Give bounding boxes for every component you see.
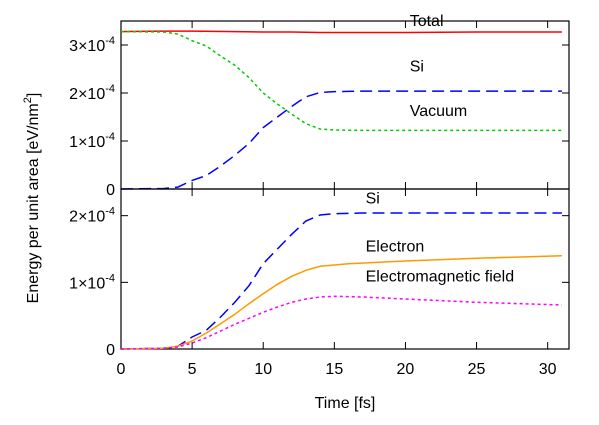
bottom-y-tick-mantissa: 0 <box>106 342 115 359</box>
bottom-annotation-si: Si <box>366 191 380 208</box>
y-axis-label-sup: 2 <box>22 97 34 103</box>
bottom-y-tick-exponent: -4 <box>105 272 115 284</box>
top-y-tick-mantissa: 1×10 <box>69 134 105 151</box>
bottom-plot-frame <box>120 188 570 350</box>
top-y-tick-label: 2×10-4 <box>69 83 115 103</box>
bottom-annotation-electromagnetic-field: Electromagnetic field <box>366 269 515 286</box>
x-axis: 0 5 10 15 20 25 30 <box>117 361 557 378</box>
y-axis-label: Energy per unit area [eV/nm2] <box>22 93 42 304</box>
bottom-series-electromagnetic-field <box>120 295 562 350</box>
top-y-tick-exponent: -4 <box>105 83 115 95</box>
x-tick-label: 0 <box>117 361 126 378</box>
top-y-tick-exponent: -4 <box>105 35 115 47</box>
bottom-y-tick-mantissa: 2×10 <box>69 209 105 226</box>
top-y-tick-exponent: -4 <box>105 131 115 143</box>
x-tick-label: 25 <box>468 361 486 378</box>
y-axis-label-text: Energy per unit area [eV/nm <box>25 103 42 303</box>
top-plot-frame <box>120 20 570 190</box>
x-tick-label: 15 <box>325 361 343 378</box>
top-series-si <box>120 90 562 190</box>
top-y-tick-mantissa: 0 <box>106 182 115 199</box>
x-tick-label: 30 <box>539 361 557 378</box>
top-annotation-vacuum: Vacuum <box>410 103 468 120</box>
top-y-tick-mantissa: 3×10 <box>69 38 105 55</box>
top-y-tick-label: 0 <box>106 182 115 199</box>
y-axis-label-close: ] <box>25 93 42 97</box>
top-y-tick-mantissa: 2×10 <box>69 86 105 103</box>
bottom-y-tick-exponent: -4 <box>105 206 115 218</box>
bottom-annotation-electron: Electron <box>366 239 425 256</box>
x-axis-label: Time [fs] <box>315 395 376 412</box>
bottom-y-tick-label: 0 <box>106 342 115 359</box>
bottom-y-tick-mantissa: 1×10 <box>69 275 105 292</box>
bottom-y-tick-label: 1×10-4 <box>69 272 115 292</box>
x-tick-label: 20 <box>397 361 415 378</box>
x-tick-label: 10 <box>254 361 272 378</box>
bottom-y-tick-label: 2×10-4 <box>69 206 115 226</box>
top-series-total <box>120 30 562 34</box>
top-series-vacuum <box>120 30 562 132</box>
top-annotation-total: Total <box>410 13 444 30</box>
bottom-series-electron <box>120 254 562 350</box>
x-tick-label: 5 <box>188 361 197 378</box>
top-y-tick-label: 1×10-4 <box>69 131 115 151</box>
top-annotation-si: Si <box>410 58 424 75</box>
bottom-series-si <box>120 212 562 350</box>
top-y-tick-label: 3×10-4 <box>69 35 115 55</box>
